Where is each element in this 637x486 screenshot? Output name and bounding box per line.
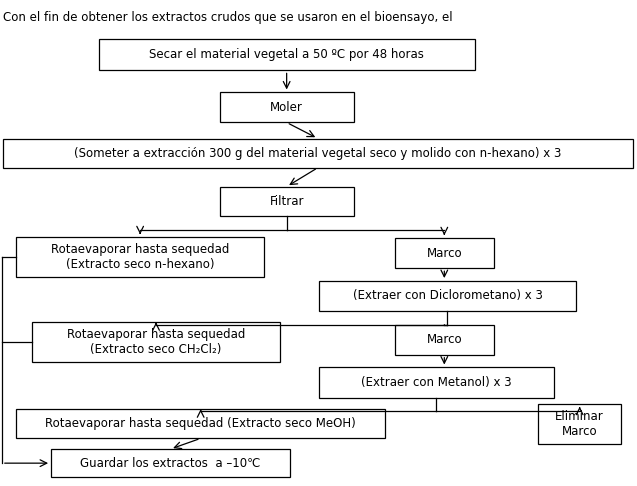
FancyBboxPatch shape <box>16 237 264 277</box>
FancyBboxPatch shape <box>395 238 494 268</box>
Text: (Extraer con Diclorometano) x 3: (Extraer con Diclorometano) x 3 <box>352 290 543 302</box>
Text: Marco: Marco <box>427 333 462 346</box>
Text: Con el fin de obtener los extractos crudos que se usaron en el bioensayo, el: Con el fin de obtener los extractos crud… <box>3 11 453 23</box>
FancyBboxPatch shape <box>32 322 280 362</box>
FancyBboxPatch shape <box>3 139 633 168</box>
Text: (Someter a extracción 300 g del material vegetal seco y molido con n-hexano) x 3: (Someter a extracción 300 g del material… <box>74 147 562 159</box>
FancyBboxPatch shape <box>318 367 554 398</box>
FancyBboxPatch shape <box>220 187 354 216</box>
FancyBboxPatch shape <box>51 449 290 477</box>
FancyBboxPatch shape <box>99 39 475 70</box>
Text: Marco: Marco <box>427 247 462 260</box>
FancyBboxPatch shape <box>318 281 576 311</box>
Text: Rotaevaporar hasta sequedad
(Extracto seco n-hexano): Rotaevaporar hasta sequedad (Extracto se… <box>51 243 229 271</box>
FancyBboxPatch shape <box>16 409 385 438</box>
Text: Rotaevaporar hasta sequedad (Extracto seco MeOH): Rotaevaporar hasta sequedad (Extracto se… <box>45 417 356 430</box>
Text: (Extraer con Metanol) x 3: (Extraer con Metanol) x 3 <box>361 376 512 389</box>
Text: Eliminar
Marco: Eliminar Marco <box>555 410 604 438</box>
FancyBboxPatch shape <box>395 325 494 355</box>
FancyBboxPatch shape <box>538 404 621 444</box>
Text: Filtrar: Filtrar <box>269 195 304 208</box>
Text: Moler: Moler <box>270 101 303 114</box>
FancyBboxPatch shape <box>220 92 354 122</box>
Text: Rotaevaporar hasta sequedad
(Extracto seco CH₂Cl₂): Rotaevaporar hasta sequedad (Extracto se… <box>67 328 245 356</box>
Text: Guardar los extractos  a –10℃: Guardar los extractos a –10℃ <box>80 457 261 469</box>
Text: Secar el material vegetal a 50 ºC por 48 horas: Secar el material vegetal a 50 ºC por 48… <box>149 48 424 61</box>
